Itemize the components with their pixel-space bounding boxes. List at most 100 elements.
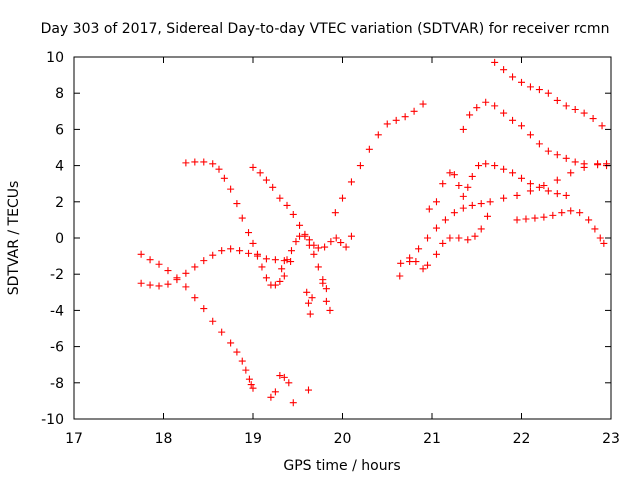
data-point	[446, 169, 454, 177]
data-point	[455, 182, 463, 190]
data-point	[526, 180, 534, 188]
data-point	[276, 194, 284, 202]
data-point	[332, 234, 340, 242]
data-point	[464, 236, 472, 244]
data-point	[526, 187, 534, 195]
series-13	[513, 207, 608, 247]
data-point	[441, 216, 449, 224]
data-point	[306, 310, 314, 318]
data-point	[553, 176, 561, 184]
data-point	[571, 105, 579, 113]
data-point	[544, 89, 552, 97]
data-point	[269, 183, 277, 191]
data-point	[249, 384, 257, 392]
y-tick-label: 6	[55, 122, 64, 138]
y-tick-label: 8	[55, 86, 64, 102]
data-point	[191, 263, 199, 271]
data-point	[173, 274, 181, 282]
data-point	[425, 205, 433, 213]
data-point	[314, 263, 322, 271]
data-point	[562, 154, 570, 162]
data-point	[305, 236, 313, 244]
data-point	[280, 373, 288, 381]
data-point	[591, 225, 599, 233]
data-point	[238, 214, 246, 222]
data-point	[256, 169, 264, 177]
series-11	[459, 98, 611, 170]
data-point	[245, 229, 253, 237]
data-point	[289, 210, 297, 218]
data-point	[424, 261, 432, 269]
x-tick-label: 18	[155, 431, 173, 447]
x-axis: 17 18 19 20 21 22 23	[65, 57, 620, 447]
data-point	[220, 174, 228, 182]
data-point	[233, 348, 241, 356]
series-5	[303, 279, 334, 394]
data-point	[410, 107, 418, 115]
x-tick-label: 19	[244, 431, 262, 447]
data-point	[594, 161, 602, 169]
data-point	[322, 285, 330, 293]
data-point	[491, 162, 499, 170]
data-point	[304, 386, 312, 394]
data-point	[137, 279, 145, 287]
data-point	[553, 151, 561, 159]
data-point	[468, 172, 476, 180]
data-point	[446, 234, 454, 242]
y-tick-label: 4	[55, 159, 64, 175]
data-point	[280, 272, 288, 280]
plot-frame	[73, 56, 612, 420]
data-point	[540, 182, 548, 190]
data-point	[301, 230, 309, 238]
data-point	[337, 239, 345, 247]
data-point	[531, 214, 539, 222]
data-point	[374, 131, 382, 139]
data-point	[200, 305, 208, 313]
data-point	[289, 399, 297, 407]
data-point	[236, 247, 244, 255]
x-tick-label: 17	[65, 431, 83, 447]
data-point	[303, 288, 311, 296]
data-point	[182, 269, 190, 277]
data-point	[304, 299, 312, 307]
data-point	[500, 194, 508, 202]
data-point	[200, 257, 208, 265]
data-point	[598, 122, 606, 130]
data-point	[513, 216, 521, 224]
y-tick-label: -2	[50, 267, 64, 283]
data-point	[262, 255, 270, 263]
data-point	[245, 375, 253, 383]
data-point	[365, 145, 373, 153]
data-point	[580, 109, 588, 117]
data-point	[580, 160, 588, 168]
data-point	[326, 306, 334, 314]
data-point	[227, 185, 235, 193]
y-tick-label: -10	[41, 412, 64, 428]
data-point	[553, 96, 561, 104]
data-point	[155, 282, 163, 290]
points-layer	[137, 58, 611, 407]
data-point	[455, 234, 463, 242]
data-point	[482, 160, 490, 168]
data-point	[486, 198, 494, 206]
data-point	[356, 162, 364, 170]
data-point	[558, 209, 566, 217]
data-point	[258, 263, 266, 271]
y-axis-title: SDTVAR / TECUs	[6, 181, 22, 296]
data-point	[562, 191, 570, 199]
data-point	[218, 328, 226, 336]
data-point	[164, 267, 172, 275]
data-point	[509, 169, 517, 177]
data-point	[278, 265, 286, 273]
data-point	[182, 159, 190, 167]
data-point	[191, 294, 199, 302]
data-point	[596, 234, 604, 242]
data-point	[245, 249, 253, 257]
data-point	[238, 357, 246, 365]
data-point	[500, 165, 508, 173]
data-point	[549, 211, 557, 219]
data-point	[308, 294, 316, 302]
data-point	[271, 388, 279, 396]
data-point	[567, 207, 575, 215]
data-point	[544, 187, 552, 195]
